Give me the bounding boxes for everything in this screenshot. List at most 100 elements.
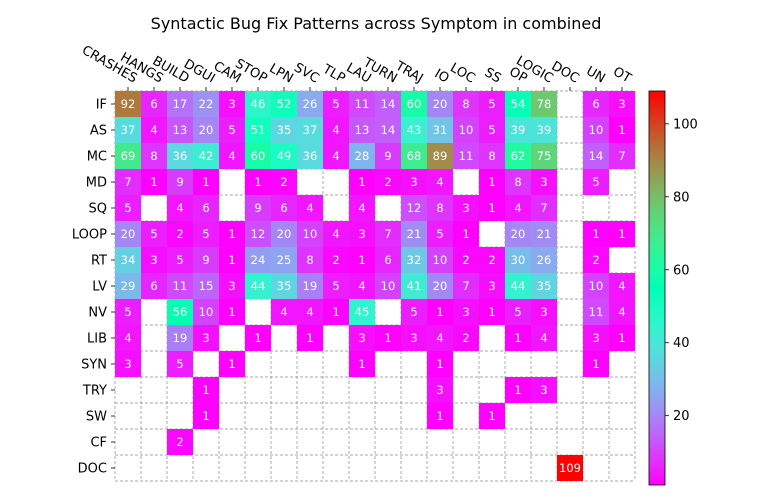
- heatmap-cell: [583, 247, 609, 273]
- cell-value-label: 44: [511, 279, 526, 293]
- cell-value-label: 20: [121, 227, 136, 241]
- cell-value-label: 2: [488, 253, 495, 267]
- heatmap-cell: [505, 169, 531, 195]
- cell-value-label: 3: [410, 175, 417, 189]
- y-tick-label: RT: [91, 254, 107, 269]
- cell-value-label: 2: [176, 435, 183, 449]
- cell-value-label: 17: [173, 97, 188, 111]
- cell-value-label: 109: [559, 461, 581, 475]
- heatmap-cell: [271, 169, 297, 195]
- heatmap-cell: [505, 377, 531, 403]
- heatmap-cell: [609, 273, 635, 299]
- cell-value-label: 3: [592, 331, 599, 345]
- cell-value-label: 35: [537, 279, 552, 293]
- heatmap-cell: [609, 117, 635, 143]
- heatmap-cell: [167, 221, 193, 247]
- cell-value-label: 5: [202, 227, 209, 241]
- cell-value-label: 3: [540, 383, 547, 397]
- cell-value-label: 4: [358, 279, 365, 293]
- heatmap-cell: [505, 273, 531, 299]
- heatmap-cell: [323, 221, 349, 247]
- heatmap-cell: [479, 143, 505, 169]
- cell-value-label: 1: [618, 123, 625, 137]
- x-tick-label: LPN: [267, 61, 296, 86]
- heatmap-cell: [167, 91, 193, 117]
- cell-value-label: 45: [355, 305, 370, 319]
- heatmap-cell: [505, 117, 531, 143]
- heatmap-cell: [401, 247, 427, 273]
- cell-value-label: 1: [306, 331, 313, 345]
- cell-value-label: 1: [228, 357, 235, 371]
- heatmap-cell: [245, 91, 271, 117]
- heatmap-cell: [115, 273, 141, 299]
- cell-value-label: 41: [407, 279, 422, 293]
- heatmap-cell: [349, 195, 375, 221]
- heatmap-cell: [193, 195, 219, 221]
- cell-value-label: 31: [433, 123, 448, 137]
- cell-value-label: 4: [332, 227, 339, 241]
- cell-value-label: 49: [277, 149, 292, 163]
- cell-value-label: 10: [589, 123, 604, 137]
- heatmap-cell: [401, 273, 427, 299]
- heatmap-cell: [427, 221, 453, 247]
- heatmap-cell: [297, 299, 323, 325]
- cell-value-label: 5: [150, 227, 157, 241]
- heatmap-cell: [479, 169, 505, 195]
- x-tick-label: OT: [610, 64, 633, 86]
- colorbar-tick-label: 60: [673, 263, 690, 278]
- cell-value-label: 9: [176, 175, 183, 189]
- heatmap-cell: [375, 143, 401, 169]
- y-tick-label: SYN: [81, 358, 107, 373]
- heatmap-cell: [479, 91, 505, 117]
- colorbar-tick-label: 80: [673, 190, 690, 205]
- cell-value-label: 5: [488, 97, 495, 111]
- heatmap-cell: [193, 299, 219, 325]
- cell-value-label: 5: [488, 123, 495, 137]
- cell-value-label: 4: [124, 331, 131, 345]
- cell-value-label: 1: [618, 331, 625, 345]
- heatmap-cell: [219, 273, 245, 299]
- heatmap-cell: [583, 143, 609, 169]
- cell-value-label: 13: [355, 123, 370, 137]
- cell-value-label: 3: [618, 97, 625, 111]
- heatmap-cell: [219, 221, 245, 247]
- heatmap-cell: [167, 325, 193, 351]
- cell-value-label: 60: [251, 149, 266, 163]
- heatmap-cell: [427, 403, 453, 429]
- heatmap-cell: [609, 221, 635, 247]
- heatmap-cell: [297, 195, 323, 221]
- heatmap-cell: [141, 221, 167, 247]
- cell-value-label: 46: [251, 97, 266, 111]
- heatmap-cell: [193, 247, 219, 273]
- heatmap-cell: [505, 247, 531, 273]
- heatmap-cell: [453, 195, 479, 221]
- cell-value-label: 5: [124, 305, 131, 319]
- cell-value-label: 29: [121, 279, 136, 293]
- cell-value-label: 3: [410, 331, 417, 345]
- cell-value-label: 3: [228, 97, 235, 111]
- heatmap-cell: [323, 117, 349, 143]
- heatmap-cell: [193, 91, 219, 117]
- heatmap-cell: [297, 221, 323, 247]
- heatmap-cell: [505, 221, 531, 247]
- cell-value-label: 4: [618, 279, 625, 293]
- heatmap-cell: [375, 169, 401, 195]
- x-tick-label: UN: [583, 64, 607, 87]
- heatmap-cell: [531, 247, 557, 273]
- cell-value-label: 4: [332, 123, 339, 137]
- cell-value-label: 37: [303, 123, 318, 137]
- cell-value-label: 4: [306, 201, 313, 215]
- heatmap-cell: [141, 273, 167, 299]
- heatmap-cell: [505, 195, 531, 221]
- heatmap-cell: [453, 273, 479, 299]
- heatmap-cell: [245, 195, 271, 221]
- cell-value-label: 12: [407, 201, 422, 215]
- heatmap-cell: [427, 195, 453, 221]
- heatmap-cell: [427, 169, 453, 195]
- cell-value-label: 7: [618, 149, 625, 163]
- heatmap-cell: [427, 117, 453, 143]
- heatmap-cell: [427, 351, 453, 377]
- cell-value-label: 8: [306, 253, 313, 267]
- heatmap-cell: [505, 325, 531, 351]
- cell-value-label: 39: [511, 123, 526, 137]
